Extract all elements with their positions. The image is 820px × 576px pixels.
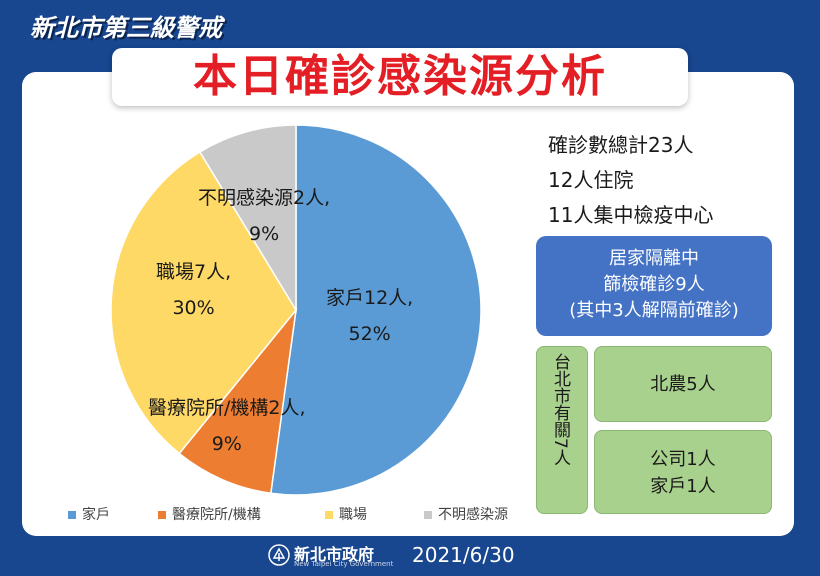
home-isolation-line2: 篩檢確診9人 <box>603 274 705 295</box>
legend-item-unknown: 不明感染源 <box>424 504 508 524</box>
related-box-market: 北農5人 <box>594 346 772 422</box>
related-company-text: 公司1人 <box>650 449 716 470</box>
unknown-percent-label: 9% <box>248 223 280 245</box>
report-date: 2021/6/30 <box>412 543 515 567</box>
related-market-text: 北農5人 <box>650 374 716 395</box>
alert-level-tag: 新北市第三級警戒 <box>30 14 222 42</box>
summary-quarantine-center: 11人集中檢疫中心 <box>548 203 714 227</box>
legend-item-workplace: 職場 <box>325 504 367 524</box>
summary-hospitalized: 12人住院 <box>548 168 634 192</box>
legend-swatch-medical <box>158 511 166 519</box>
legend-label-unknown: 不明感染源 <box>438 507 508 523</box>
pie-slice-medical <box>178 307 298 495</box>
home-isolation-box: 居家隔離中 篩檢確診9人 (其中3人解隔前確診) <box>536 236 772 336</box>
slice-label-medical: 醫療院所/機構2人, 9% <box>148 390 306 462</box>
related-household-text: 家戶1人 <box>650 476 716 497</box>
pie-slice-unknown <box>198 124 297 313</box>
legend-label-medical: 醫療院所/機構 <box>172 507 261 523</box>
pie-slice-workplace <box>110 150 297 455</box>
legend-swatch-workplace <box>325 511 333 519</box>
home-isolation-line3: (其中3人解隔前確診) <box>569 300 739 321</box>
slice-label-unknown: 不明感染源2人, 9% <box>198 180 330 252</box>
workplace-percent-label: 30% <box>172 297 215 319</box>
org-name: 新北市政府 <box>294 545 375 564</box>
taipei-related-label-box: 台北市有關7人 <box>536 346 588 514</box>
legend-label-workplace: 職場 <box>339 507 367 523</box>
legend-item-household: 家戶 <box>68 504 110 524</box>
legend-swatch-household <box>68 511 76 519</box>
unknown-count-label: 不明感染源2人, <box>198 187 331 209</box>
medical-count-label: 醫療院所/機構2人, <box>148 397 306 419</box>
case-summary: 確診數總計23人 12人住院 11人集中檢疫中心 <box>548 128 713 233</box>
pie-slice-household <box>269 124 482 496</box>
legend-label-household: 家戶 <box>82 507 110 523</box>
workplace-count-label: 職場7人, <box>156 261 232 283</box>
slice-label-household: 家戶12人, 52% <box>326 280 413 352</box>
legend-swatch-unknown <box>424 511 432 519</box>
home-isolation-line1: 居家隔離中 <box>609 248 699 269</box>
org-name-english: New Taipei City Government <box>294 560 394 568</box>
related-box-company-household: 公司1人 家戶1人 <box>594 430 772 514</box>
slice-label-workplace: 職場7人, 30% <box>156 254 231 326</box>
summary-total: 確診數總計23人 <box>548 133 694 157</box>
household-percent-label: 52% <box>348 323 391 345</box>
household-count-label: 家戶12人, <box>326 287 414 309</box>
medical-percent-label: 9% <box>211 433 242 455</box>
page-title: 本日確診感染源分析 <box>112 48 688 106</box>
taipei-related-label: 台北市有關7人 <box>550 353 570 466</box>
city-emblem-icon <box>268 544 290 566</box>
legend-item-medical: 醫療院所/機構 <box>158 504 261 524</box>
